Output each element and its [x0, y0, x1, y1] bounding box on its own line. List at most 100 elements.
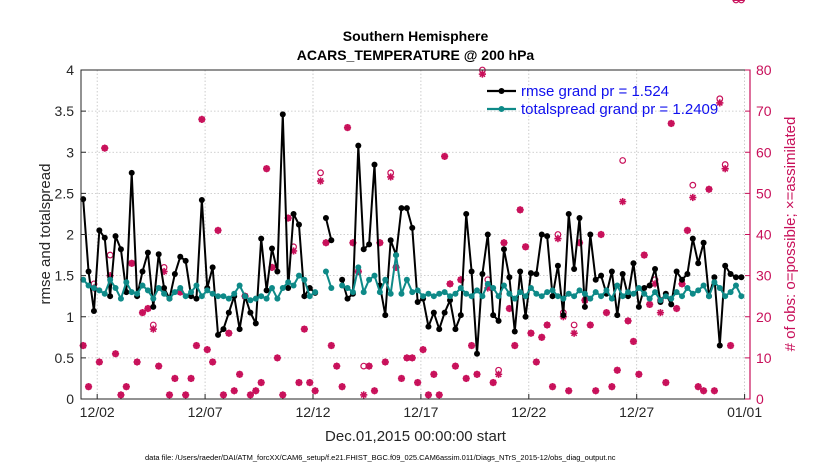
rmse-point [193, 295, 200, 302]
rmse-point [128, 169, 135, 176]
rmse-point [144, 249, 151, 256]
x-axis-label: Dec.01,2015 00:00:00 start [325, 428, 507, 445]
obs-assimilated-marker [500, 239, 508, 247]
rmse-point [263, 287, 270, 294]
y-left-tick-label: 2.5 [55, 185, 75, 201]
obs-assimilated-marker [198, 115, 206, 123]
rmse-point [533, 270, 540, 277]
obs-assimilated-marker [149, 325, 157, 333]
rmse-point [274, 268, 281, 275]
obs-assimilated-marker [203, 346, 211, 354]
totalspread-point [177, 284, 184, 291]
x-tick-label: 12/17 [403, 404, 438, 420]
x-tick-label: 12/22 [511, 404, 546, 420]
obs-assimilated-marker [726, 341, 735, 350]
rmse-point [479, 270, 486, 277]
totalspread-point [679, 293, 686, 300]
rmse-point [463, 210, 470, 217]
obs-assimilated-marker [300, 325, 308, 333]
rmse-line [82, 113, 316, 336]
obs-assimilated-marker [441, 152, 449, 160]
rmse-point [123, 289, 130, 296]
obs-assimilated-marker [689, 193, 697, 202]
obs-assimilated-marker [171, 374, 179, 383]
obs-assimilated-marker [182, 391, 190, 399]
obs-assimilated-marker [516, 206, 524, 214]
totalspread-point [646, 295, 653, 302]
rmse-point [689, 235, 696, 242]
y-left-tick-label: 0 [66, 391, 74, 407]
totalspread-point [188, 289, 195, 296]
obs-assimilated-marker [219, 391, 228, 399]
obs-assimilated-marker [705, 185, 713, 193]
totalspread-point [533, 290, 540, 297]
obs-assimilated-marker [473, 370, 481, 378]
totalspread-point [705, 293, 712, 300]
totalspread-point [155, 284, 162, 291]
y-left-axis-ticks: 0 0.5 1 1.5 2 2.5 3 3.5 4 [55, 62, 86, 407]
totalspread-point [506, 290, 513, 297]
obs-assimilated-marker [640, 251, 648, 259]
obs-assimilated-marker [262, 165, 271, 173]
rmse-point [511, 328, 518, 335]
totalspread-point [592, 289, 599, 296]
totalspread-point [166, 295, 173, 302]
obs-assimilated-marker [700, 387, 708, 395]
y-left-tick-label: 1.5 [55, 268, 75, 284]
totalspread-point [376, 289, 383, 296]
rmse-point [366, 241, 373, 248]
obs-assimilated-marker [656, 309, 665, 317]
y-left-tick-label: 3.5 [55, 103, 75, 119]
obs-assimilated-marker [252, 387, 260, 395]
obs-assimilated-marker [602, 309, 611, 317]
rmse-point [668, 301, 675, 308]
totalspread-point [371, 272, 378, 279]
totalspread-point [425, 290, 432, 297]
y-right-tick-label: 40 [756, 227, 772, 243]
obs-assimilated-marker [165, 391, 174, 399]
obs-assimilated-marker [214, 226, 222, 234]
legend-rmse-label: rmse grand pr = 1.524 [521, 83, 669, 100]
obs-assimilated-marker [570, 329, 578, 337]
totalspread-point [625, 289, 632, 296]
totalspread-point [684, 284, 691, 291]
rmse-point [506, 274, 513, 281]
obs-assimilated-marker [101, 144, 109, 152]
rmse-point [630, 260, 637, 267]
rmse-line [324, 217, 333, 241]
y-left-axis-label: rmse and totalspread [37, 164, 54, 305]
totalspread-point [328, 284, 335, 291]
rmse-point [247, 309, 254, 316]
totalspread-point [306, 293, 313, 300]
y-left-tick-label: 2 [66, 227, 74, 243]
rmse-point [150, 303, 157, 310]
obs-assimilated-marker [613, 366, 621, 374]
rmse-point [80, 196, 87, 203]
totalspread-point [161, 290, 168, 297]
rmse-point [177, 253, 184, 260]
totalspread-point [500, 282, 507, 289]
rmse-point [538, 231, 545, 238]
totalspread-point [204, 287, 211, 294]
rmse-point [436, 326, 443, 333]
obs-assimilated-marker [489, 378, 497, 387]
totalspread-point [565, 290, 572, 297]
obs-assimilated-marker [311, 387, 319, 395]
rmse-point [700, 239, 707, 246]
x-axis-ticks: 12/02 12/07 12/12 12/17 12/22 12/27 01/01 [80, 394, 762, 420]
rmse-point [322, 215, 329, 222]
rmse-point [625, 293, 632, 300]
totalspread-point [193, 282, 200, 289]
rmse-point [382, 312, 389, 319]
rmse-point [425, 323, 432, 330]
rmse-point [161, 284, 168, 291]
obs-assimilated-marker [295, 378, 303, 387]
rmse-point [101, 234, 108, 241]
rmse-point [182, 257, 189, 264]
obs-possible-marker [570, 321, 578, 329]
obs-assimilated-marker [635, 370, 643, 378]
obs-assimilated-marker [236, 370, 244, 378]
rmse-point [587, 231, 594, 238]
totalspread-point [598, 293, 605, 300]
totalspread-point [452, 290, 459, 297]
